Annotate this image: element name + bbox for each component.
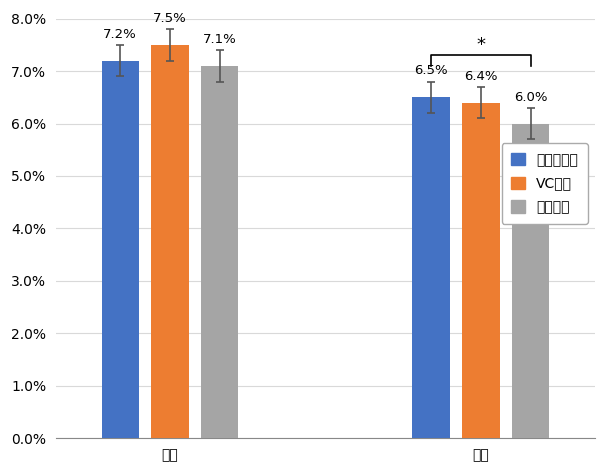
Legend: ナッジ店舗, VC店舗, 対照店舗: ナッジ店舗, VC店舗, 対照店舗 — [502, 143, 588, 224]
Text: 6.5%: 6.5% — [415, 64, 448, 78]
Text: *: * — [476, 36, 485, 54]
Bar — [462, 103, 499, 438]
Bar — [413, 97, 450, 438]
Bar — [152, 45, 188, 438]
Text: 7.1%: 7.1% — [203, 33, 236, 46]
Bar — [512, 123, 549, 438]
Text: 6.4%: 6.4% — [464, 70, 498, 83]
Text: 7.5%: 7.5% — [153, 12, 187, 25]
Bar — [102, 61, 139, 438]
Text: 7.2%: 7.2% — [104, 28, 137, 41]
Bar — [201, 66, 238, 438]
Text: 6.0%: 6.0% — [514, 91, 547, 104]
